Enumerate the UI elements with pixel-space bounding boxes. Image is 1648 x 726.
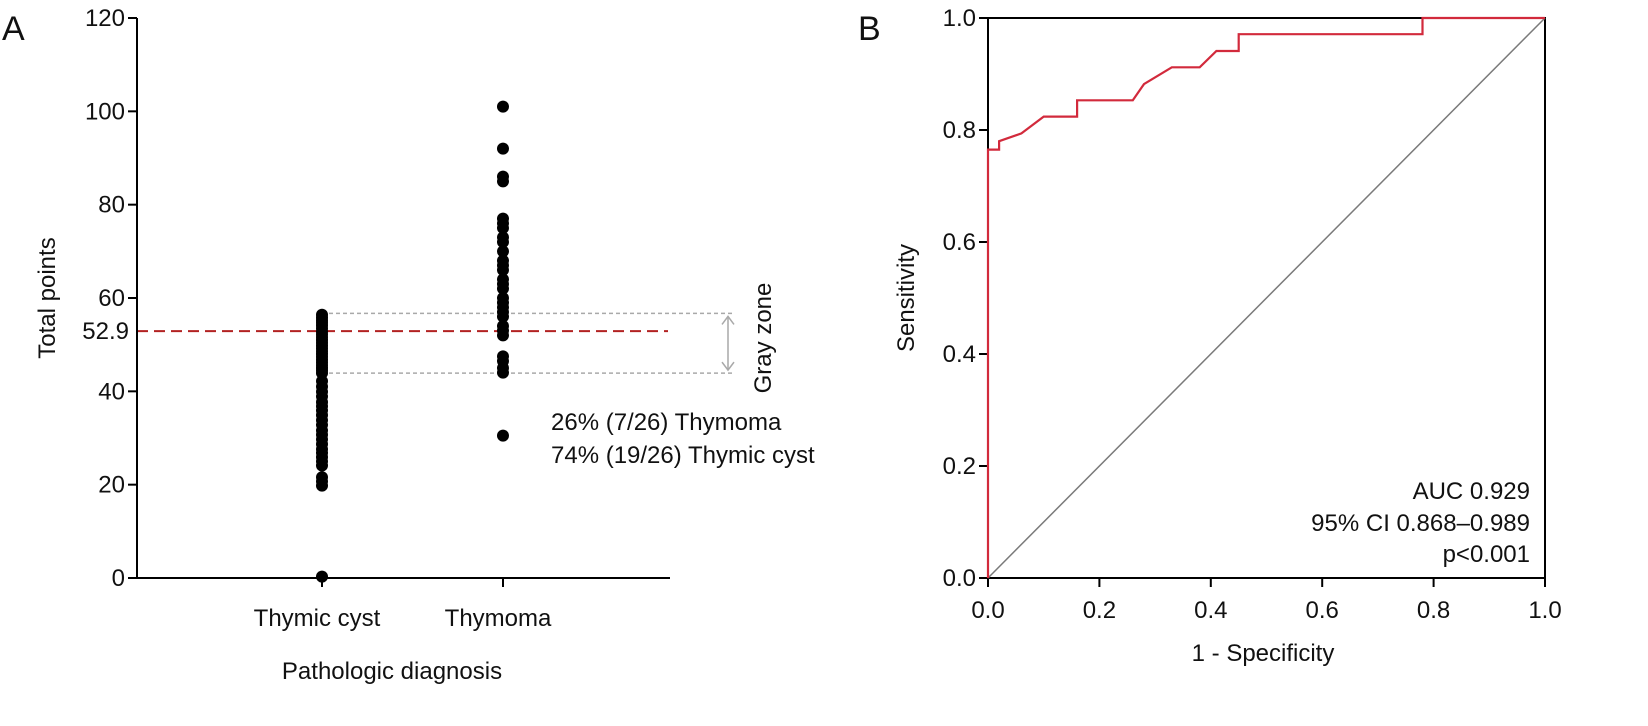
y-tick-label: 60 [98,285,125,312]
y-axis-label: Sensitivity [893,244,920,352]
y-tick-label: 1.0 [943,5,976,32]
y-axis-label: Total points [34,237,61,358]
x-tick-label: 0.2 [1083,597,1116,624]
panel-b-label: B [858,10,881,48]
y-tick-label: 0 [112,565,125,592]
y-tick-label: 0.2 [943,453,976,480]
y-tick-label: 20 [98,472,125,499]
ci-text: 95% CI 0.868–0.989 [1311,510,1530,537]
data-point [497,282,509,295]
data-point [497,245,509,258]
y-ticks: 0.0 0.2 0.4 0.6 0.8 1.0 [943,5,988,592]
x-axis-label: 1 - Specificity [1192,640,1335,667]
y-ticks: 0 20 40 60 80 100 120 [85,5,137,592]
data-point [497,429,509,442]
y-tick-label: 0.6 [943,229,976,256]
panel-a: A 52.9 0 20 40 60 80 100 120 Thymic cyst Thymom… [2,5,815,685]
data-point [497,236,509,248]
x-tick-label: Thymic cyst [254,605,381,632]
data-point [316,459,328,472]
data-point [316,479,328,492]
data-point [497,222,509,234]
y-tick-label: 0.8 [943,117,976,144]
data-point [497,100,509,113]
y-tick-label: 0.4 [943,341,976,368]
gray-zone-label: Gray zone [750,283,777,394]
data-point [497,366,509,379]
data-point [497,329,509,342]
y-tick-label: 0.0 [943,565,976,592]
data-point [497,264,509,276]
annotation-thymoma: 26% (7/26) Thymoma [551,409,782,436]
x-tick-label: 0.4 [1194,597,1227,624]
x-tick-label: 0.0 [971,597,1004,624]
panel-b: B 0.00.20.40.60.81.0 0.0 0.2 0.4 0.6 0.8 1.0 … [858,5,1562,667]
data-point [497,310,509,323]
roc-curve [986,16,1545,578]
cutoff-label: 52.9 [82,318,129,345]
panel-a-label: A [2,10,25,48]
data-points [316,100,509,583]
x-tick-label: 0.6 [1306,597,1339,624]
x-ticks: 0.0 0.2 0.4 0.6 0.8 1.0 [971,578,1562,624]
gray-zone [322,312,735,374]
data-point [497,142,509,155]
y-tick-label: 80 [98,192,125,219]
y-tick-label: 100 [85,98,125,125]
annotation-thymic-cyst: 74% (19/26) Thymic cyst [551,442,815,469]
gray-zone-arrowhead-down [721,361,735,372]
x-tick-label: Thymoma [445,605,552,632]
data-point [497,175,509,188]
x-tick-label: 0.8 [1417,597,1450,624]
data-point [316,570,328,583]
y-tick-label: 120 [85,5,125,32]
x-ticks: Thymic cyst Thymoma [254,578,552,632]
p-value-text: p<0.001 [1443,541,1530,568]
auc-text: AUC 0.929 [1413,478,1530,505]
y-tick-label: 40 [98,378,125,405]
x-axis-label: Pathologic diagnosis [282,658,502,685]
x-tick-label: 1.0 [1528,597,1561,624]
gray-zone-arrowhead-up [721,315,735,325]
reference-diagonal [987,17,1546,579]
